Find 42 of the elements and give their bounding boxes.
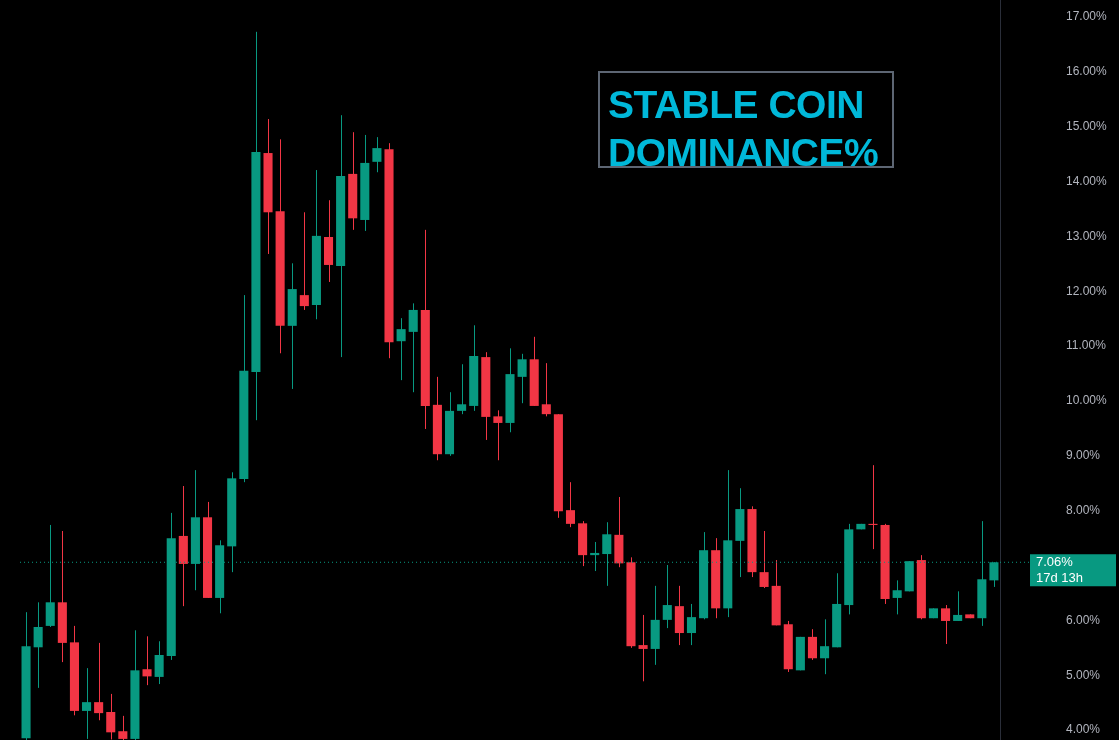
- candlestick: [638, 614, 648, 682]
- candlestick: [154, 640, 164, 685]
- y-tick-label: 17.00%: [1066, 9, 1108, 24]
- text: STABLE COIN DOMINANCE%: [607, 82, 880, 174]
- candlestick: [94, 642, 104, 721]
- candlestick: [953, 590, 963, 622]
- text: 17d 13h: [1036, 569, 1083, 585]
- y-tick-label: 12.00%: [1066, 283, 1108, 298]
- candlestick: [142, 635, 152, 686]
- y-tick-label: 5.00%: [1066, 667, 1101, 682]
- candlestick: [807, 628, 818, 661]
- candlestick: [118, 715, 128, 740]
- y-tick-label: 9.00%: [1066, 448, 1101, 463]
- y-tick-label: 8.00%: [1066, 503, 1101, 518]
- ref-line-label: 7.06%: [1036, 553, 1074, 569]
- candlestick: [868, 464, 878, 550]
- candlestick: [457, 363, 467, 415]
- y-tick-label: 14.00%: [1066, 173, 1108, 188]
- y-tick-label: 6.00%: [1066, 612, 1101, 627]
- candlestick: [517, 353, 527, 404]
- candlestick: [565, 481, 576, 528]
- y-tick-label: 16.00%: [1066, 64, 1108, 79]
- y-tick-label: 13.00%: [1066, 228, 1108, 243]
- candlestick: [396, 317, 406, 381]
- candlestick: [493, 409, 503, 461]
- candlestick: [820, 618, 830, 675]
- candlestick: [33, 601, 43, 689]
- candlestick: [299, 211, 309, 311]
- y-tick-label: 11.00%: [1066, 338, 1107, 353]
- candlestick: [941, 604, 951, 645]
- candlestick: [686, 603, 697, 646]
- candlestick: [106, 693, 116, 740]
- candlestick: [892, 579, 902, 615]
- candlestick: [662, 564, 672, 629]
- y-tick-label: 4.00%: [1066, 722, 1101, 737]
- candlestick: [541, 362, 551, 417]
- candlestick: [408, 302, 418, 393]
- y-tick-label: 15.00%: [1066, 119, 1108, 134]
- candlestick: [82, 667, 92, 740]
- candlestick: [372, 136, 382, 173]
- y-tick-label: 10.00%: [1066, 393, 1108, 408]
- candlestick: [759, 530, 769, 589]
